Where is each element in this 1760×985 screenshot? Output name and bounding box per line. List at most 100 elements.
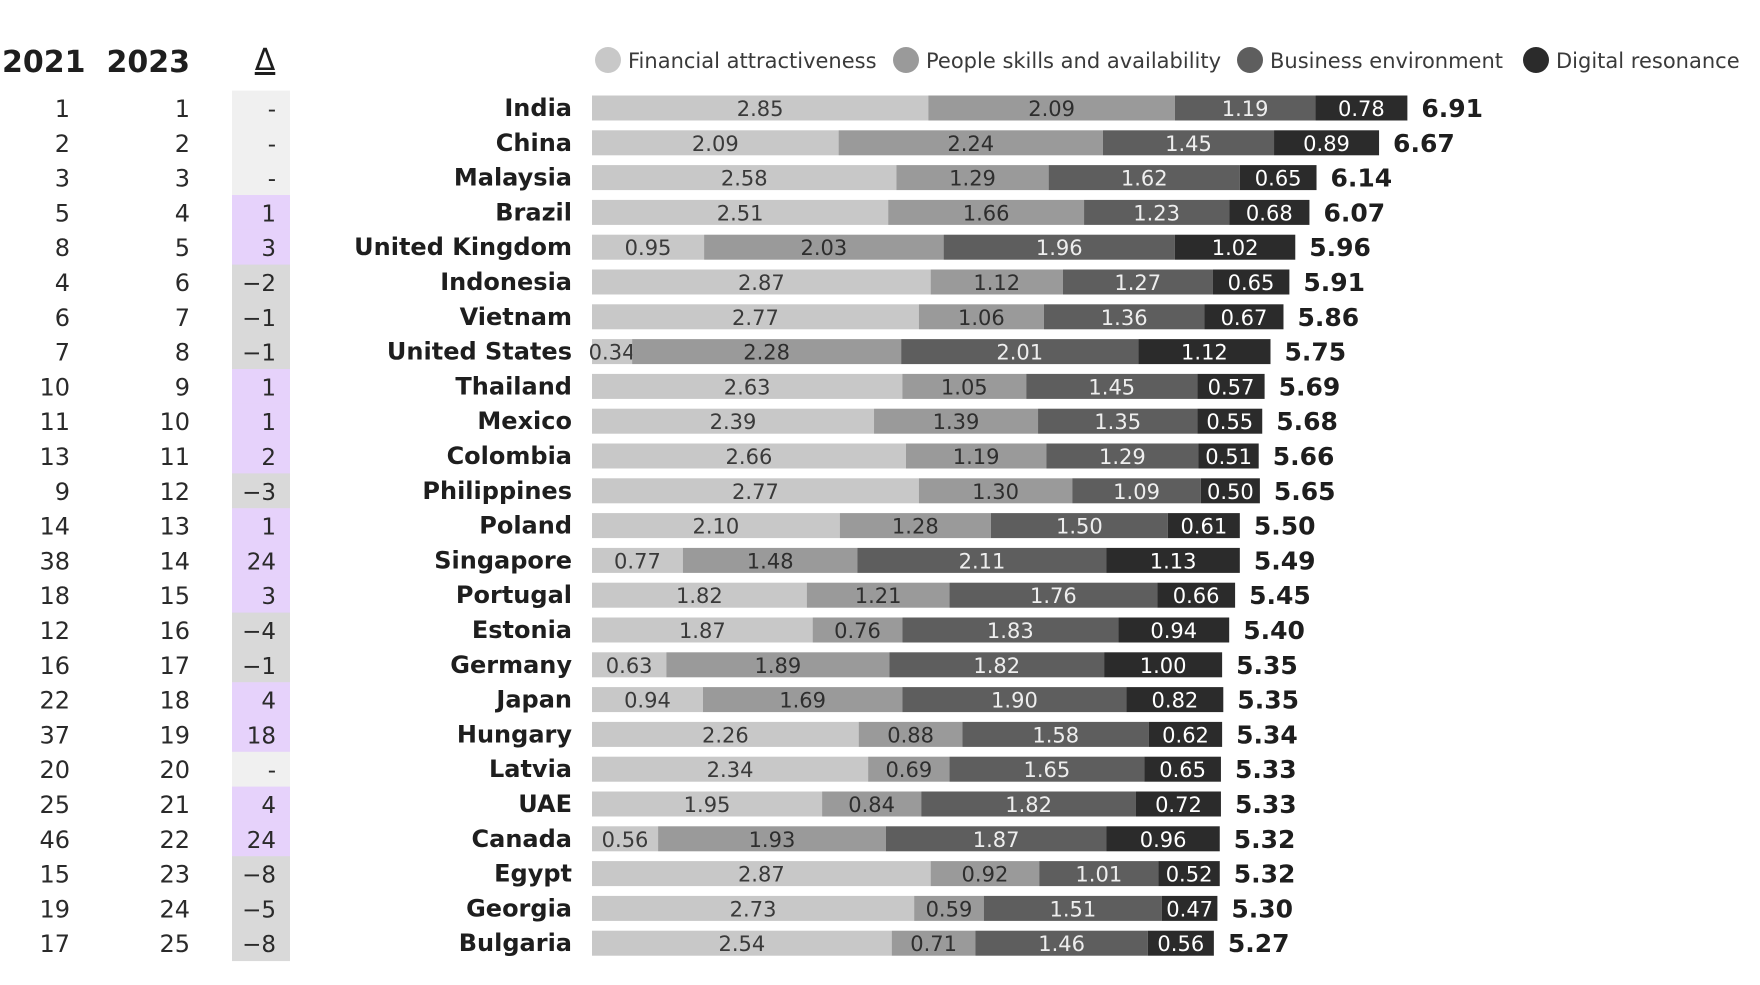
country-label: Colombia [447,442,572,470]
delta-value: 4 [261,793,276,819]
country-label: Malaysia [454,164,572,192]
bar-segment [592,791,823,817]
chart-row: 10 9 1 Thailand 2.63 1.05 1.45 0.57 5.69 [39,369,1340,405]
delta-cell [232,125,290,161]
chart-row: 22 18 4 Japan 0.94 1.69 1.90 0.82 5.35 [39,682,1299,718]
delta-cell [232,821,290,857]
rank-2021: 25 [39,791,70,819]
bar-segment [1138,339,1271,365]
segment-value-label: 0.47 [1166,897,1213,921]
rank-2023: 16 [159,617,190,645]
delta-cell [232,925,290,962]
chart-row: 5 4 1 Brazil 2.51 1.66 1.23 0.68 6.07 [55,195,1385,231]
rank-2021: 5 [55,199,70,227]
segment-value-label: 2.11 [959,549,1006,573]
bar-segment [1200,478,1260,504]
segment-value-label: 1.69 [779,689,826,713]
bar-segment [930,861,1040,887]
segment-value-label: 0.72 [1155,793,1202,817]
bar-segment [682,547,858,573]
bar-segment [592,443,906,469]
segment-value-label: 2.85 [737,97,784,121]
bar-segment [902,373,1027,399]
legend-label: Digital resonance [1556,49,1740,73]
bar-segment [1274,130,1380,156]
bar-segment [1046,443,1199,469]
chart-row: 6 7 −1 Vietnam 2.77 1.06 1.36 0.67 5.86 [55,299,1359,335]
country-label: Thailand [455,372,572,400]
segment-value-label: 1.05 [941,375,988,399]
segment-value-label: 2.24 [947,132,994,156]
bar-segment [1043,304,1205,330]
segment-value-label: 0.96 [1140,828,1187,852]
segment-value-label: 1.76 [1030,584,1077,608]
delta-cell [232,891,290,927]
chart-row: 20 20 - Latvia 2.34 0.69 1.65 0.65 5.33 [39,751,1297,788]
bar-segment [1062,269,1213,295]
bar-segment [592,478,919,504]
delta-value: −2 [242,271,276,297]
segment-value-label: 2.77 [732,480,779,504]
rank-2021: 8 [55,234,70,262]
bar-segment [702,687,903,713]
segment-value-label: 2.51 [717,201,764,225]
bar-segment [975,930,1148,956]
bar-segment [592,930,892,956]
bar-segment [1026,373,1198,399]
segment-value-label: 1.19 [1222,97,1269,121]
total-value-label: 5.32 [1234,825,1296,854]
bar-segment [1106,826,1220,852]
bar-segment [874,408,1039,434]
bar-segment [1104,652,1223,678]
delta-cell [232,786,290,822]
segment-value-label: 0.63 [606,654,653,678]
segment-value-label: 0.56 [1157,932,1204,956]
bar-segment [1106,547,1240,573]
rank-2021: 46 [39,826,70,854]
bar-segment [592,199,889,225]
segment-value-label: 0.76 [834,619,881,643]
total-value-label: 6.91 [1421,94,1483,123]
delta-cell [232,403,290,440]
segment-value-label: 2.10 [693,515,740,539]
bar-segment [592,826,659,852]
bar-segment [928,95,1175,121]
segment-value-label: 0.78 [1338,97,1385,121]
bar-segment [1126,687,1224,713]
country-label: UAE [518,790,572,818]
segment-value-label: 1.89 [754,654,801,678]
chart-row: 38 14 24 Singapore 0.77 1.48 2.11 1.13 5.49 [39,543,1316,579]
country-label: Germany [450,651,572,679]
total-value-label: 5.34 [1236,720,1298,749]
delta-value: 3 [261,584,276,610]
country-label: Brazil [495,198,572,226]
rank-2021: 19 [39,895,70,923]
rank-2021: 12 [39,617,70,645]
rank-2023: 14 [159,547,190,575]
bar-segment [1174,95,1316,121]
delta-cell [232,612,290,648]
segment-value-label: 0.56 [602,828,649,852]
bar-segment [1174,234,1296,260]
rank-2023: 23 [159,861,190,889]
bar-segment [902,687,1127,713]
bar-segment [592,756,869,782]
bar-segment [658,826,886,852]
segment-value-label: 2.63 [724,375,771,399]
rank-2023: 18 [159,687,190,715]
chart-row: 16 17 −1 Germany 0.63 1.89 1.82 1.00 5.35 [39,647,1298,683]
segment-value-label: 1.01 [1075,863,1122,887]
delta-cell [232,647,290,683]
country-label: Singapore [434,546,572,574]
rank-2021: 13 [39,443,70,471]
bar-segment [1198,443,1259,469]
delta-cell [232,543,290,579]
bar-segment [1102,130,1275,156]
bar-segment [921,791,1136,817]
segment-value-label: 2.87 [738,271,785,295]
delta-value: - [268,132,276,158]
country-label: Canada [472,825,572,853]
delta-value: 1 [261,375,276,401]
segment-value-label: 1.29 [949,167,996,191]
chart-row: 11 10 1 Mexico 2.39 1.39 1.35 0.55 5.68 [39,403,1338,440]
